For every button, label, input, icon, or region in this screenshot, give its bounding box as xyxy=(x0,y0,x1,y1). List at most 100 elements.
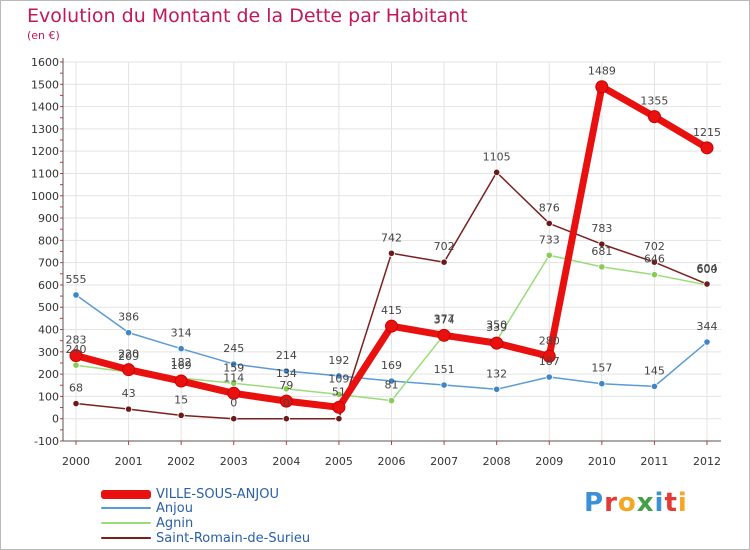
legend-swatch xyxy=(101,507,151,509)
y-tick-label: -100 xyxy=(34,435,59,448)
y-tick-label: 200 xyxy=(38,368,59,381)
data-label: 192 xyxy=(328,354,349,367)
data-label: 114 xyxy=(223,371,244,384)
data-label: 283 xyxy=(66,334,87,347)
x-tick-label: 2010 xyxy=(588,455,616,468)
data-point xyxy=(335,372,343,380)
data-point xyxy=(282,415,290,423)
data-label: 145 xyxy=(644,364,665,377)
data-point xyxy=(72,291,80,299)
data-point xyxy=(542,349,556,363)
data-point xyxy=(650,271,659,279)
data-label: 43 xyxy=(122,387,136,400)
data-label: 415 xyxy=(381,304,402,317)
data-point xyxy=(490,336,504,350)
data-point xyxy=(387,249,396,257)
data-label: 214 xyxy=(276,349,297,362)
data-point xyxy=(437,328,451,342)
logo-letter: i xyxy=(677,488,688,518)
series-layer xyxy=(69,80,714,423)
data-label: 240 xyxy=(66,343,87,356)
data-label: 339 xyxy=(486,321,507,334)
y-tick-label: 100 xyxy=(38,390,59,403)
data-point xyxy=(650,382,659,390)
x-tick-label: 2000 xyxy=(62,455,90,468)
data-point xyxy=(69,349,83,363)
data-point xyxy=(545,219,553,228)
data-point xyxy=(545,251,553,259)
data-label: 109 xyxy=(328,372,349,385)
data-label: 0 xyxy=(283,397,290,410)
data-point xyxy=(650,258,659,266)
data-label: 182 xyxy=(171,356,192,369)
legend-item: VILLE-SOUS-ANJOU xyxy=(101,486,279,502)
data-label: 15 xyxy=(174,393,188,406)
data-label: 51 xyxy=(332,385,346,398)
data-label: 169 xyxy=(381,359,402,372)
data-point xyxy=(177,345,185,353)
data-point xyxy=(227,386,241,400)
data-point xyxy=(493,168,501,176)
data-label: 245 xyxy=(223,342,244,355)
y-tick-label: 500 xyxy=(38,301,59,314)
data-label: 604 xyxy=(697,262,718,275)
data-point xyxy=(440,258,448,266)
data-point xyxy=(177,411,185,419)
data-point xyxy=(387,397,396,405)
data-label: 220 xyxy=(118,348,139,361)
logo-letter: t xyxy=(664,488,678,518)
proxiti-logo: Proxiti xyxy=(584,488,688,518)
data-point xyxy=(72,361,80,369)
data-label: 377 xyxy=(434,313,455,326)
data-point xyxy=(124,329,133,337)
data-point xyxy=(230,379,238,387)
y-tick-label: 400 xyxy=(38,324,59,337)
data-label: 151 xyxy=(434,363,455,376)
x-tick-label: 2009 xyxy=(535,455,563,468)
data-point xyxy=(595,80,609,94)
logo-letter: P xyxy=(584,488,605,518)
x-tick-label: 2012 xyxy=(693,455,721,468)
x-tick-label: 2001 xyxy=(115,455,143,468)
unit-label: (en €) xyxy=(27,29,60,42)
data-label: 702 xyxy=(434,240,455,253)
data-label: 1489 xyxy=(588,65,616,78)
data-label: 344 xyxy=(697,320,718,333)
chart-title: Evolution du Montant de la Dette par Hab… xyxy=(27,5,468,27)
data-point xyxy=(700,141,714,155)
x-tick-label: 2006 xyxy=(378,455,406,468)
grid-layer xyxy=(63,61,721,442)
legend-label: Anjou xyxy=(156,500,193,516)
data-label: 742 xyxy=(381,231,402,244)
y-tick-label: 1500 xyxy=(31,78,59,91)
x-tick-label: 2007 xyxy=(430,455,458,468)
data-point xyxy=(230,415,238,423)
legend-item: Saint-Romain-de-Surieu xyxy=(101,531,310,546)
data-label: 157 xyxy=(591,362,612,375)
data-point xyxy=(124,405,133,413)
data-label: 159 xyxy=(223,361,244,374)
y-tick-label: 900 xyxy=(38,212,59,225)
data-point xyxy=(598,263,606,271)
data-label: 79 xyxy=(279,379,293,392)
data-label: 187 xyxy=(539,355,560,368)
data-point xyxy=(598,380,606,388)
data-label: 1105 xyxy=(483,150,511,163)
y-tick-label: 800 xyxy=(38,234,59,247)
data-label: 134 xyxy=(276,367,297,380)
logo-letter: i xyxy=(654,488,665,518)
data-point xyxy=(385,319,398,333)
legend-swatch xyxy=(101,522,151,524)
x-tick-label: 2011 xyxy=(640,455,668,468)
data-label: 209 xyxy=(118,350,139,363)
data-label: 876 xyxy=(539,201,560,214)
legend-item: Anjou xyxy=(101,500,193,516)
data-label: 386 xyxy=(118,311,139,324)
data-label: 280 xyxy=(539,334,560,347)
data-point xyxy=(703,280,711,288)
legend-label: VILLE-SOUS-ANJOU xyxy=(156,486,279,502)
data-label: 374 xyxy=(434,313,455,326)
data-point xyxy=(440,381,448,389)
